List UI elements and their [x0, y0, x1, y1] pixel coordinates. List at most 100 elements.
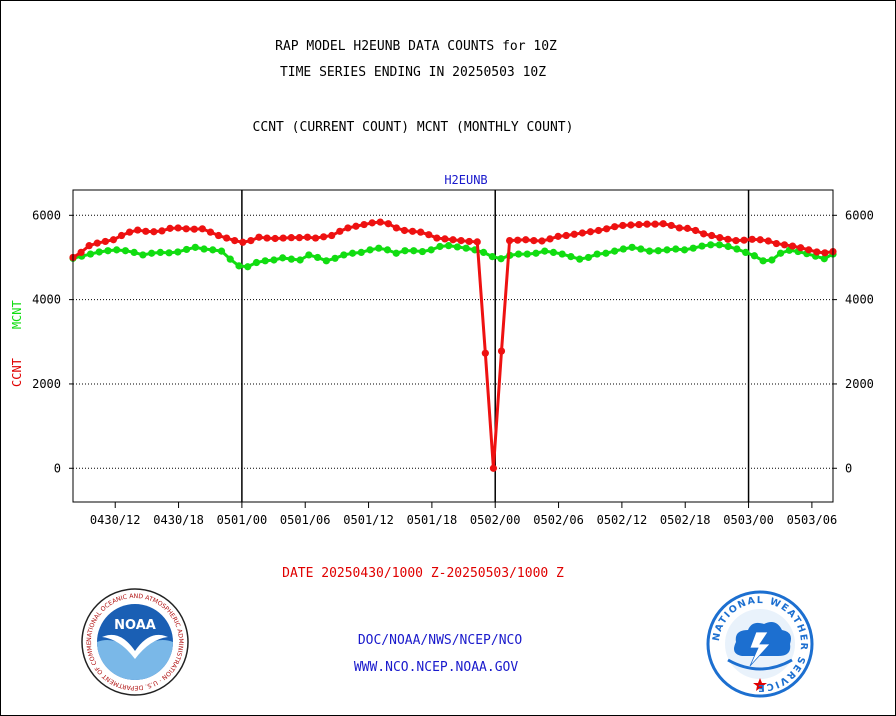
data-point-ccnt: [570, 230, 578, 238]
data-point-mcnt: [200, 245, 208, 253]
data-point-mcnt: [567, 253, 575, 261]
data-point-ccnt: [627, 221, 635, 229]
data-point-ccnt: [667, 221, 675, 230]
x-tick-label: 0501/12: [343, 513, 394, 527]
data-point-ccnt: [376, 218, 384, 226]
data-point-mcnt: [182, 245, 191, 254]
data-point-ccnt: [441, 235, 449, 243]
data-point-ccnt: [101, 237, 109, 246]
y-tick-label-right: 4000: [845, 293, 874, 307]
y-tick-label-right: 6000: [845, 208, 874, 222]
data-point-mcnt: [322, 257, 330, 265]
noaa-logo: NOAA NATIONAL OCEANIC AND ATMOSPHERIC AD…: [80, 587, 189, 696]
data-point-mcnt: [113, 246, 121, 254]
data-point-mcnt: [410, 247, 418, 255]
data-point-ccnt: [206, 228, 215, 236]
data-point-mcnt: [698, 242, 706, 250]
data-point-mcnt: [514, 250, 523, 258]
data-point-ccnt: [109, 236, 118, 244]
main-title-line1: RAP MODEL H2EUNB DATA COUNTS for 10Z: [275, 39, 557, 54]
data-point-mcnt: [602, 249, 610, 257]
data-point-ccnt: [764, 237, 772, 245]
data-point-mcnt: [654, 247, 662, 255]
data-point-ccnt: [320, 233, 328, 241]
data-point-mcnt: [217, 247, 226, 255]
series-ccnt: [69, 218, 837, 472]
data-point-mcnt: [532, 249, 540, 257]
data-point-mcnt: [549, 248, 558, 256]
data-point-mcnt: [427, 246, 435, 254]
data-point-ccnt: [247, 236, 255, 245]
data-point-ccnt: [85, 242, 93, 250]
data-point-mcnt: [619, 245, 627, 253]
data-point-ccnt: [691, 226, 700, 235]
data-point-mcnt: [375, 244, 383, 252]
data-point-mcnt: [366, 246, 374, 254]
data-point-mcnt: [209, 246, 217, 254]
data-point-ccnt: [271, 234, 279, 243]
data-point-ccnt: [150, 228, 158, 236]
data-point-ccnt: [659, 220, 667, 228]
x-tick-label: 0502/18: [660, 513, 711, 527]
data-point-mcnt: [270, 256, 278, 264]
data-point-ccnt: [142, 227, 150, 235]
data-point-ccnt: [303, 233, 312, 241]
data-point-ccnt: [174, 224, 182, 232]
data-point-ccnt: [651, 220, 659, 228]
x-tick-label: 0430/18: [153, 513, 204, 527]
data-point-ccnt: [328, 231, 336, 240]
data-point-mcnt: [261, 257, 269, 265]
data-point-ccnt: [788, 242, 797, 250]
data-point-ccnt: [675, 224, 683, 232]
data-point-mcnt: [340, 251, 348, 259]
y-axis-label: CCNT MCNT: [10, 300, 24, 387]
data-point-ccnt: [505, 236, 514, 245]
data-point-mcnt: [750, 252, 758, 260]
data-point-ccnt: [360, 220, 368, 229]
data-point-ccnt: [780, 241, 789, 249]
data-point-mcnt: [121, 247, 130, 255]
data-point-ccnt: [77, 248, 85, 256]
data-point-mcnt: [130, 248, 138, 256]
x-tick-label: 0503/06: [787, 513, 838, 527]
data-point-ccnt: [198, 225, 206, 233]
data-point-mcnt: [707, 241, 715, 249]
data-point-ccnt: [239, 238, 247, 246]
data-point-ccnt: [263, 234, 271, 242]
data-point-ccnt: [708, 231, 716, 240]
data-point-mcnt: [139, 251, 147, 259]
data-point-ccnt: [700, 230, 708, 238]
chart-title: H2EUNB: [444, 173, 487, 187]
data-point-mcnt: [331, 254, 339, 262]
data-point-ccnt: [756, 236, 764, 244]
data-point-mcnt: [235, 262, 243, 270]
data-point-ccnt: [368, 219, 376, 227]
data-point-mcnt: [104, 247, 112, 255]
data-point-ccnt: [465, 237, 473, 246]
data-point-mcnt: [541, 247, 549, 255]
x-tick-label: 0502/06: [533, 513, 584, 527]
x-tick-label: 0501/00: [217, 513, 268, 527]
data-point-ccnt: [344, 224, 352, 232]
data-point-ccnt: [457, 236, 465, 245]
data-point-ccnt: [352, 222, 360, 230]
data-point-ccnt: [522, 236, 530, 244]
data-point-ccnt: [805, 246, 813, 254]
data-point-mcnt: [523, 250, 531, 258]
data-point-mcnt: [313, 253, 322, 262]
data-point-ccnt: [295, 234, 303, 242]
data-point-ccnt: [489, 464, 498, 472]
data-point-ccnt: [732, 236, 740, 245]
data-point-ccnt: [635, 220, 643, 229]
y-tick-label-right: 2000: [845, 377, 874, 391]
data-point-ccnt: [603, 225, 611, 233]
data-point-mcnt: [383, 246, 392, 254]
plot-area-border: [72, 189, 834, 503]
data-point-ccnt: [117, 231, 126, 240]
data-point-ccnt: [497, 347, 506, 355]
data-point-ccnt: [578, 229, 586, 237]
data-point-ccnt: [586, 228, 595, 236]
org-line: DOC/NOAA/NWS/NCEP/NCO: [357, 633, 523, 648]
data-point-mcnt: [305, 251, 313, 259]
series-layer: [69, 218, 837, 472]
